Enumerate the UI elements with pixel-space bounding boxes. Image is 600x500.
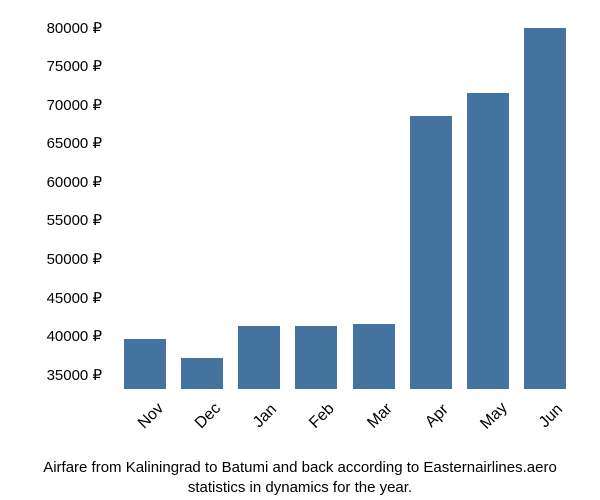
x-label: Dec	[187, 395, 252, 460]
x-label: Nov	[130, 395, 195, 460]
bar	[467, 93, 509, 389]
y-tick: 45000 ₽	[47, 289, 102, 307]
bars-row	[110, 20, 580, 389]
plot-area: 35000 ₽ 40000 ₽ 45000 ₽ 50000 ₽ 55000 ₽ 60000…	[20, 20, 580, 390]
x-label: May	[473, 395, 538, 460]
x-label: Jun	[531, 395, 596, 460]
y-tick: 55000 ₽	[47, 211, 102, 229]
y-tick: 80000 ₽	[47, 19, 102, 37]
y-tick: 75000 ₽	[47, 57, 102, 75]
y-tick: 35000 ₽	[47, 366, 102, 384]
x-label: Jan	[244, 395, 309, 460]
x-label: Mar	[359, 395, 424, 460]
y-tick: 40000 ₽	[47, 327, 102, 345]
chart-caption: Airfare from Kaliningrad to Batumi and b…	[20, 458, 580, 499]
bar	[410, 116, 452, 389]
bar	[238, 326, 280, 389]
x-label: Apr	[416, 395, 481, 460]
bar	[124, 339, 166, 389]
bar	[295, 326, 337, 389]
y-axis: 35000 ₽ 40000 ₽ 45000 ₽ 50000 ₽ 55000 ₽ 60000…	[20, 20, 110, 390]
y-tick: 50000 ₽	[47, 250, 102, 268]
x-axis: NovDecJanFebMarAprMayJun	[110, 390, 580, 440]
y-tick: 70000 ₽	[47, 96, 102, 114]
bar	[524, 28, 566, 389]
bars-area	[110, 20, 580, 390]
y-tick: 65000 ₽	[47, 134, 102, 152]
bar	[181, 358, 223, 389]
x-label: Feb	[302, 395, 367, 460]
y-tick: 60000 ₽	[47, 173, 102, 191]
airfare-bar-chart: 35000 ₽ 40000 ₽ 45000 ₽ 50000 ₽ 55000 ₽ 60000…	[0, 0, 600, 500]
bar	[353, 324, 395, 389]
